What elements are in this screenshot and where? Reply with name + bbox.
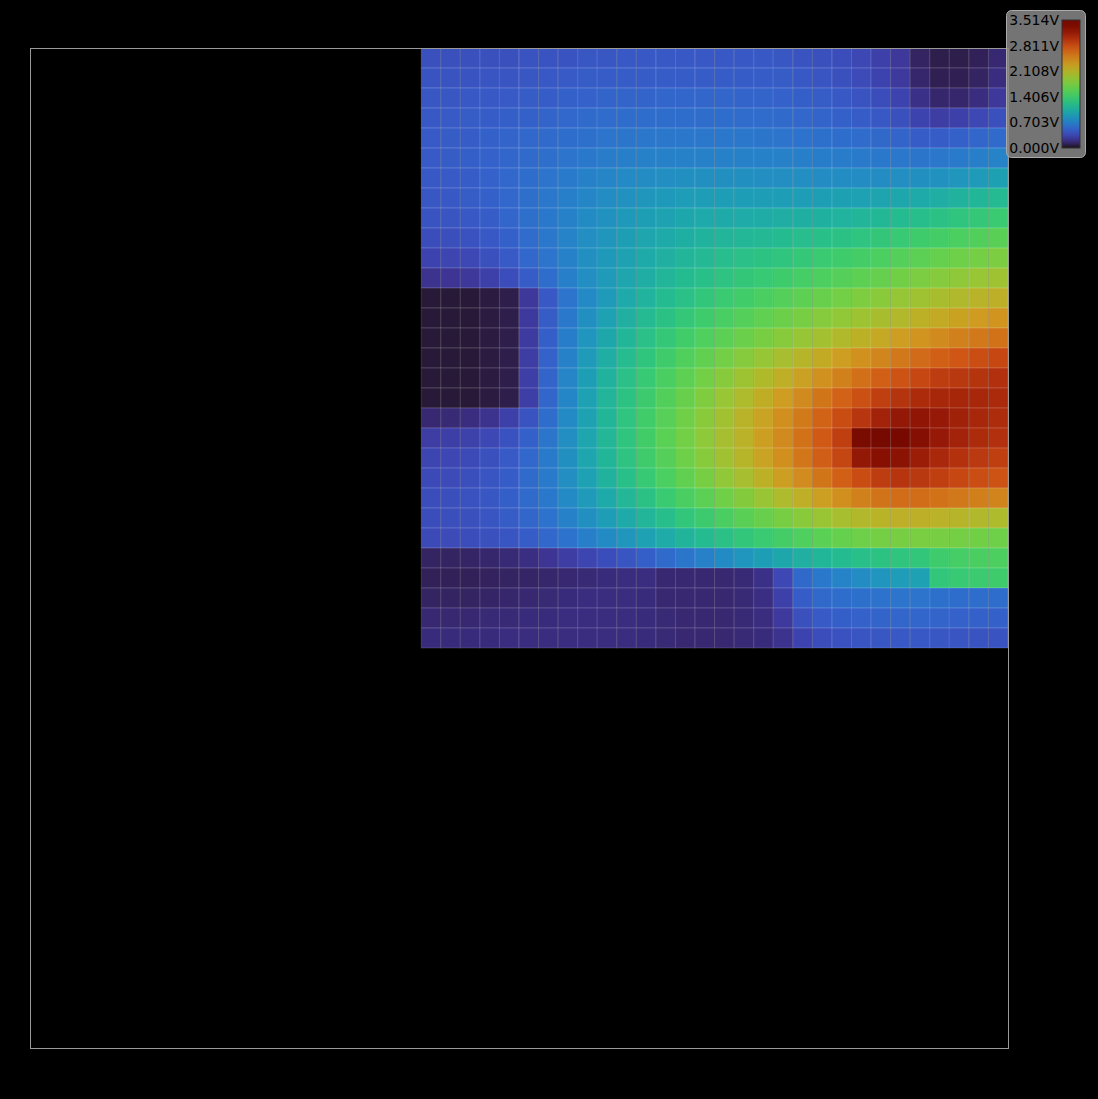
svg-text:0.000V: 0.000V [1009, 140, 1059, 156]
svg-text:2.811V: 2.811V [1009, 38, 1059, 54]
svg-text:0.703V: 0.703V [1009, 114, 1059, 130]
svg-text:1.406V: 1.406V [1009, 89, 1059, 105]
svg-text:3.514V: 3.514V [1009, 12, 1059, 28]
svg-text:2.108V: 2.108V [1009, 63, 1059, 79]
